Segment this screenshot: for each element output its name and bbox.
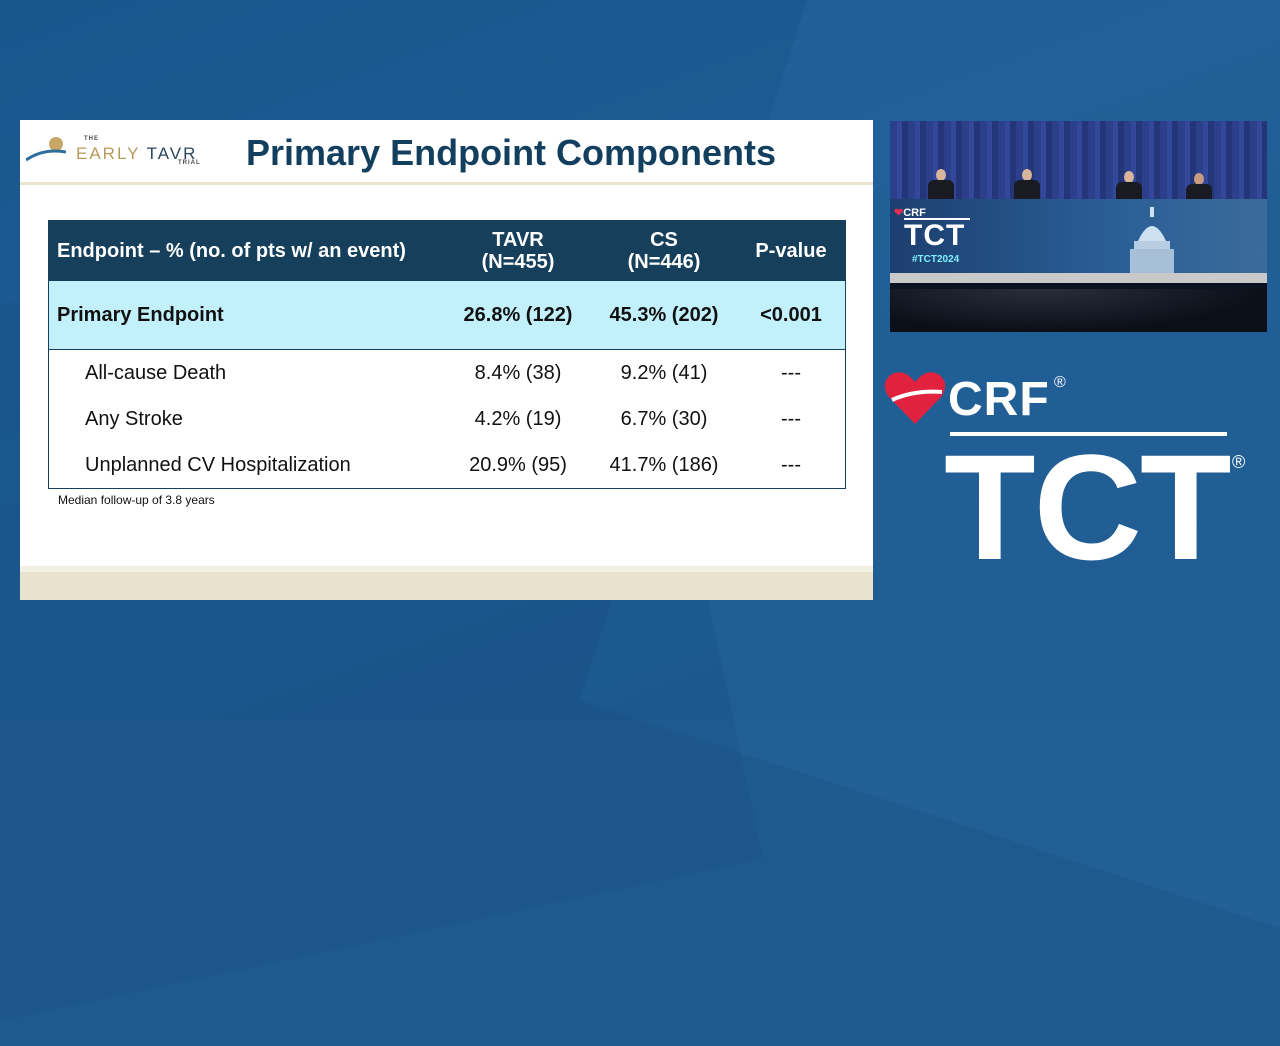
- row-label: Unplanned CV Hospitalization: [85, 453, 351, 476]
- logo-wordmark: EARLY TAVR: [76, 144, 197, 164]
- panelist: [1116, 171, 1142, 201]
- row-label: All-cause Death: [85, 361, 227, 384]
- row-pvalue: ---: [781, 361, 801, 384]
- header-cs-n: (N=446): [627, 251, 701, 273]
- tct-wordmark: TCT: [944, 423, 1232, 591]
- crf-wordmark: CRF: [948, 373, 1050, 426]
- header-cs: CS (N=446): [591, 220, 737, 281]
- row-cs-value: 9.2% (41): [620, 361, 708, 384]
- panelist: [1186, 173, 1212, 203]
- slide-header: THE EARLY TAVR TRIAL Primary Endpoint Co…: [20, 120, 873, 182]
- logo-the: THE: [84, 136, 99, 142]
- stage-edge: [890, 273, 1267, 283]
- video-tct-label: TCT: [904, 219, 966, 252]
- row-pvalue: <0.001: [737, 281, 846, 350]
- video-tct-rule: [904, 218, 970, 220]
- row-tavr-value: 8.4% (38): [474, 361, 562, 384]
- audience: [890, 289, 1267, 332]
- table-row-unplanned-cv-hospitalization: Unplanned CV Hospitalization 20.9% (95) …: [49, 442, 846, 489]
- row-cs-value: 41.7% (186): [609, 453, 719, 476]
- endpoint-table: Endpoint – % (no. of pts w/ an event) TA…: [48, 220, 846, 489]
- row-pvalue: ---: [781, 453, 801, 476]
- table-row-primary-endpoint: Primary Endpoint 26.8% (122) 45.3% (202)…: [48, 281, 846, 350]
- tct-registered-mark: ®: [1232, 452, 1246, 472]
- table-header-row: Endpoint – % (no. of pts w/ an event) TA…: [48, 220, 846, 281]
- row-tavr-value: 4.2% (19): [474, 407, 562, 430]
- slide-footer: [20, 572, 873, 600]
- presentation-slide: THE EARLY TAVR TRIAL Primary Endpoint Co…: [20, 120, 873, 600]
- row-label: Any Stroke: [85, 407, 183, 430]
- header-tavr-n: (N=455): [481, 251, 555, 273]
- logo-tavr: TAVR: [146, 144, 198, 163]
- early-tavr-logo-icon: [26, 137, 66, 162]
- row-tavr-value: 20.9% (95): [469, 453, 567, 476]
- heart-icon: ❤: [894, 207, 904, 219]
- brand-divider: [950, 432, 1227, 436]
- speaker-video-feed: ❤CRF TCT #TCT2024: [890, 121, 1267, 332]
- early-tavr-logo: THE EARLY TAVR TRIAL: [26, 132, 226, 172]
- video-hashtag: #TCT2024: [912, 254, 960, 265]
- table-row-all-cause-death: All-cause Death 8.4% (38) 9.2% (41) ---: [49, 350, 846, 397]
- header-cs-label: CS: [650, 229, 678, 251]
- table-row-any-stroke: Any Stroke 4.2% (19) 6.7% (30) ---: [49, 396, 846, 442]
- capitol-dome-icon: [1130, 207, 1174, 273]
- logo-early: EARLY: [76, 144, 141, 163]
- row-label: Primary Endpoint: [48, 281, 445, 350]
- header-tavr: TAVR (N=455): [445, 220, 591, 281]
- row-pvalue: ---: [781, 407, 801, 430]
- panelist: [928, 169, 954, 199]
- row-cs-value: 6.7% (30): [620, 407, 708, 430]
- footnote: Median follow-up of 3.8 years: [58, 493, 215, 507]
- logo-trial: TRIAL: [178, 160, 201, 166]
- slide-footer-strip: [20, 566, 873, 572]
- panelist: [1014, 169, 1040, 199]
- header-divider: [20, 182, 873, 185]
- header-endpoint: Endpoint – % (no. of pts w/ an event): [48, 220, 445, 281]
- header-pvalue: P-value: [737, 220, 846, 281]
- crf-registered-mark: ®: [1054, 374, 1066, 391]
- row-tavr-value: 26.8% (122): [445, 281, 591, 350]
- slide-title: Primary Endpoint Components: [246, 132, 777, 173]
- stage-banner: [890, 199, 1267, 279]
- row-cs-value: 45.3% (202): [591, 281, 737, 350]
- crf-heart-icon: [884, 372, 946, 424]
- header-tavr-label: TAVR: [492, 229, 544, 251]
- video-crf-label: ❤CRF: [894, 207, 926, 219]
